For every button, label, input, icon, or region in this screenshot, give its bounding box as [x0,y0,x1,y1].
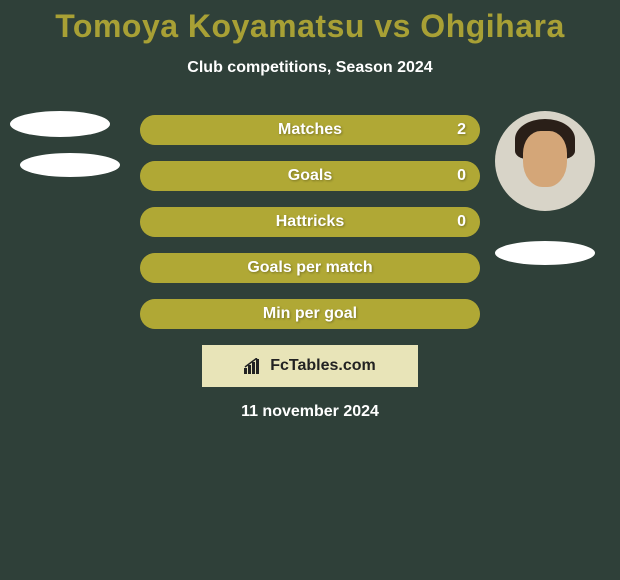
infographic-container: Tomoya Koyamatsu vs Ohgihara Club compet… [0,0,620,580]
page-title: Tomoya Koyamatsu vs Ohgihara [0,8,620,45]
oval-placeholder [10,111,110,137]
bar-label: Hattricks [140,207,480,237]
bar-label: Goals per match [140,253,480,283]
avatar [495,111,595,211]
bar-label: Goals [140,161,480,191]
stat-bar: Matches2 [140,115,480,145]
oval-placeholder [495,241,595,265]
bar-value: 0 [457,207,466,237]
stat-bar: Goals per match [140,253,480,283]
logo-text: FcTables.com [270,357,376,375]
right-player [490,111,600,265]
logo-box: FcTables.com [202,345,418,387]
stat-bar: Hattricks0 [140,207,480,237]
chart-icon [244,358,264,374]
bar-label: Matches [140,115,480,145]
chart-area: Matches2Goals0Hattricks0Goals per matchM… [0,115,620,335]
bars-group: Matches2Goals0Hattricks0Goals per matchM… [140,115,480,345]
bar-value: 2 [457,115,466,145]
bar-label: Min per goal [140,299,480,329]
bar-value: 0 [457,161,466,191]
oval-placeholder [20,153,120,177]
date-text: 11 november 2024 [0,403,620,421]
subtitle: Club competitions, Season 2024 [0,59,620,77]
avatar-face [523,131,567,187]
stat-bar: Goals0 [140,161,480,191]
stat-bar: Min per goal [140,299,480,329]
